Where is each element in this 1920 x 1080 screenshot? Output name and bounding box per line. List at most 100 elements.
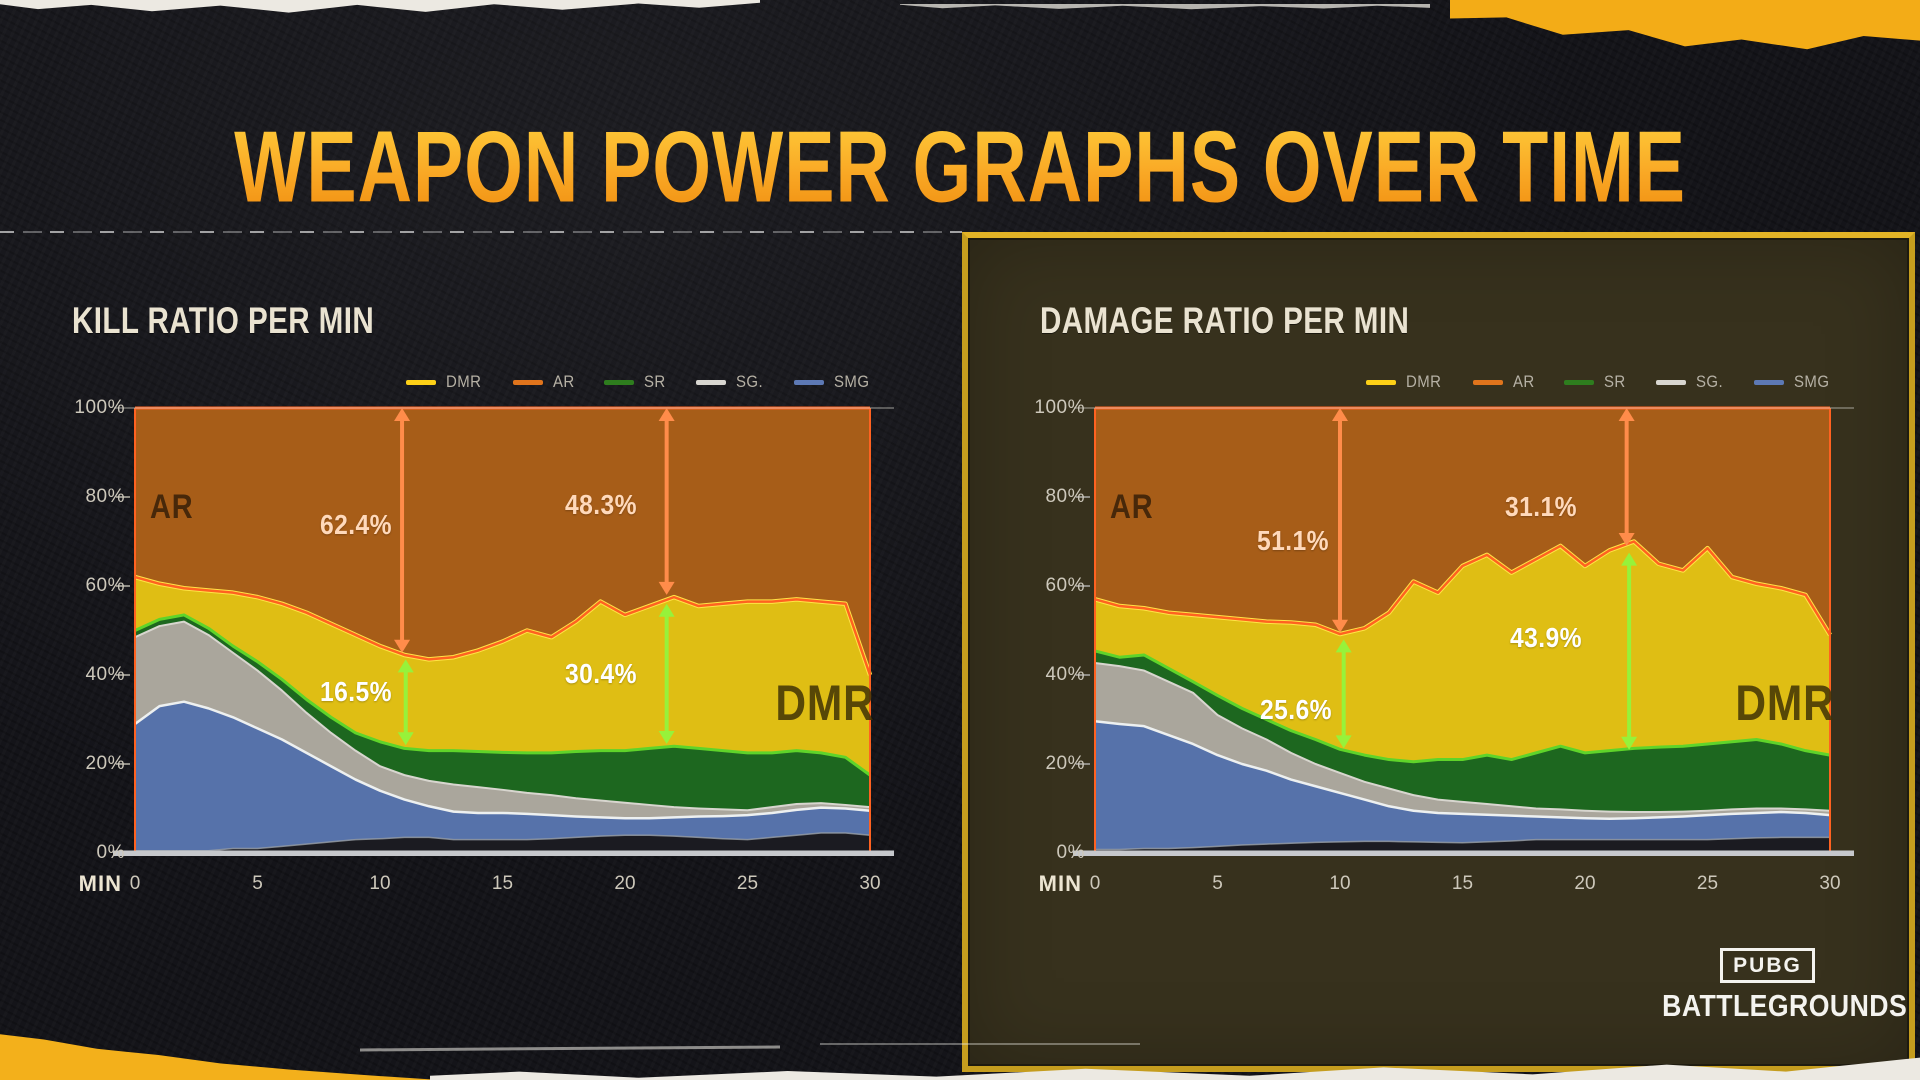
legend-item-dmr: DMR: [405, 372, 486, 392]
x-axis-label: 0: [129, 873, 141, 894]
legend-label: SMG: [1793, 372, 1830, 391]
torn-paper-top-right-icon: [900, 4, 1430, 10]
legend-swatch: [604, 379, 635, 385]
legend-swatch: [1365, 379, 1396, 385]
legend-item-smg: SMG: [1753, 372, 1834, 392]
area-sr: [1095, 650, 1830, 813]
boundary-line: [134, 620, 871, 812]
page-title: WEAPON POWER GRAPHS OVER TIME: [211, 109, 1709, 225]
x-axis-label: 15: [1451, 873, 1474, 894]
arrowhead-down-icon: [394, 639, 411, 653]
annotation-label-16.5%: 16.5%: [319, 675, 392, 707]
legend-item-sr: SR: [1564, 372, 1629, 392]
arrowhead-up-icon: [1332, 408, 1348, 421]
arrowhead-down-icon: [1618, 532, 1635, 546]
arrowhead-down-icon: [1621, 736, 1638, 750]
x-axis-label: 25: [736, 873, 759, 894]
annotation-label-62.4%: 62.4%: [319, 508, 392, 540]
pubg-logo-box: PUBG: [1720, 948, 1815, 983]
x-axis-bar: [1073, 850, 1854, 856]
arrowhead-down-icon: [658, 581, 675, 595]
annotation-label-51.1%: 51.1%: [1257, 524, 1330, 556]
legend-label: SR: [1604, 372, 1627, 391]
area-sg: [135, 621, 870, 819]
arrowhead-up-icon: [1335, 639, 1352, 653]
area-sr: [135, 614, 870, 811]
area-label-dmr: DMR: [1735, 675, 1835, 731]
damage-ratio-svg: [1073, 406, 1854, 856]
legend-label: SMG: [833, 372, 870, 391]
legend-item-dmr: DMR: [1365, 372, 1446, 392]
x-axis-label: 10: [1329, 873, 1351, 894]
area-ar: [1095, 408, 1830, 635]
scratch-line-icon: [0, 231, 962, 233]
damage-ratio-chart: DMR AR SR SG. SMG 0% 20% 40% 60% 80% 100% 0 5 10 15 20…: [990, 360, 1870, 905]
kill-ratio-chart: DMR AR SR SG. SMG 0% 20% 40% 60% 80% 100% 0 5 10 15 20…: [30, 360, 910, 905]
pubg-battlegrounds-logo: PUBG BATTLEGROUNDS: [1645, 948, 1908, 1024]
arrowhead-down-icon: [397, 732, 414, 746]
area-label-ar: AR: [1110, 488, 1154, 526]
x-axis-label: 25: [1696, 873, 1719, 894]
legend-item-ar: AR: [512, 372, 578, 392]
paint-streak-icon: [360, 1045, 780, 1052]
legend-swatch: [405, 379, 436, 385]
arrowhead-down-icon: [1332, 619, 1348, 633]
legend-label: SG.: [735, 372, 764, 391]
arrowhead-up-icon: [397, 659, 414, 673]
damage-chart-title: DAMAGE RATIO PER MIN: [1040, 300, 1410, 341]
y-axis-label: 20%: [1045, 753, 1085, 774]
area-label-dmr: DMR: [775, 675, 875, 731]
y-axis-label: 40%: [85, 664, 125, 685]
kill-chart-title: KILL RATIO PER MIN: [72, 300, 375, 341]
battlegrounds-wordmark: BATTLEGROUNDS: [1662, 988, 1908, 1023]
legend-swatch: [1753, 379, 1784, 385]
x-axis-label: 30: [1819, 873, 1841, 894]
annotation-label-31.1%: 31.1%: [1504, 491, 1577, 523]
legend-item-sg: SG.: [1655, 372, 1727, 392]
arrowhead-down-icon: [1335, 735, 1352, 749]
arrowhead-up-icon: [658, 603, 675, 617]
boundary-line: [1094, 649, 1831, 764]
area-sg: [1095, 662, 1830, 819]
arrowhead-up-icon: [658, 408, 675, 421]
annotation-label-43.9%: 43.9%: [1509, 622, 1582, 654]
x-axis-label: 5: [252, 873, 263, 894]
arrowhead-up-icon: [394, 408, 411, 421]
legend-label: SR: [644, 372, 667, 391]
boundary-line: [134, 575, 872, 676]
legend-swatch: [512, 379, 543, 385]
area-smg: [135, 701, 870, 851]
legend-label: SG.: [1695, 372, 1724, 391]
arrowhead-up-icon: [1618, 408, 1635, 421]
boundary-line: [1094, 540, 1832, 636]
annotation-label-30.4%: 30.4%: [564, 658, 637, 689]
torn-paper-top-icon: [0, 0, 760, 13]
x-axis-label: 30: [859, 873, 881, 894]
area-dmr: [135, 577, 870, 776]
boundary-line: [134, 700, 871, 820]
legend-swatch: [1472, 379, 1503, 385]
legend-label: AR: [1512, 372, 1535, 391]
x-axis-label: 5: [1212, 873, 1223, 894]
boundary-line: [1094, 720, 1831, 820]
boundary-line: [135, 832, 871, 852]
legend-label: AR: [552, 372, 575, 391]
x-axis-label: 0: [1089, 873, 1101, 894]
x-axis-title: MIN: [78, 871, 122, 896]
area-other: [1095, 837, 1830, 853]
paint-swash-bottom-left-icon: [0, 1034, 440, 1080]
area-smg: [1095, 721, 1830, 850]
x-axis-label: 10: [369, 873, 391, 894]
kill-ratio-svg: [113, 406, 894, 856]
y-axis-label: 40%: [1045, 664, 1085, 685]
legend-label: DMR: [445, 372, 481, 391]
y-axis-label: 20%: [85, 753, 125, 774]
area-dmr: [1095, 541, 1830, 762]
boundary-line: [1094, 661, 1831, 814]
legend-item-ar: AR: [1472, 372, 1538, 392]
legend-swatch: [793, 379, 824, 385]
arrowhead-up-icon: [1621, 552, 1638, 566]
paint-swash-top-right-icon: [1450, 0, 1920, 50]
legend-swatch: [695, 379, 726, 385]
x-axis-label: 15: [491, 873, 514, 894]
